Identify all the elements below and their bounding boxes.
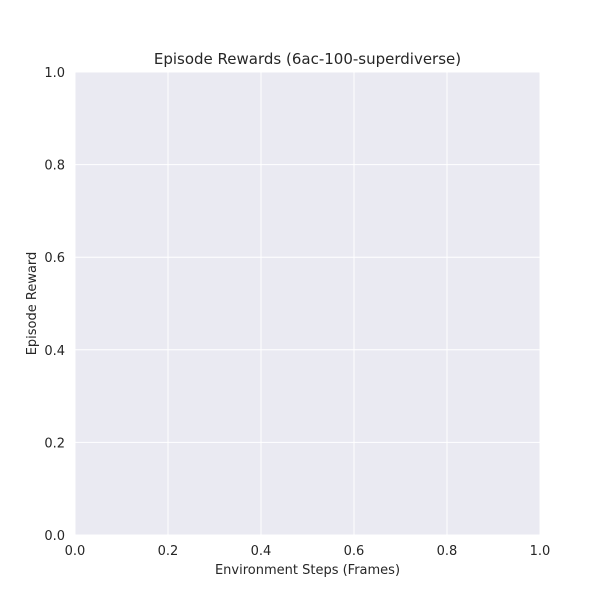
- y-tick-label: 0.4: [44, 344, 65, 359]
- x-tick-label: 0.8: [437, 544, 458, 559]
- x-tick-label: 1.0: [530, 544, 551, 559]
- plot-area: [75, 72, 540, 535]
- y-tick-labels: 0.0 0.2 0.4 0.6 0.8 1.0: [44, 66, 65, 544]
- x-tick-label: 0.0: [65, 544, 86, 559]
- y-tick-label: 0.8: [44, 159, 65, 174]
- x-tick-label: 0.6: [344, 544, 365, 559]
- x-tick-label: 0.4: [251, 544, 272, 559]
- y-tick-label: 0.0: [44, 529, 65, 544]
- chart-title: Episode Rewards (6ac-100-superdiverse): [154, 50, 461, 68]
- x-tick-label: 0.2: [158, 544, 179, 559]
- y-tick-label: 0.6: [44, 251, 65, 266]
- y-tick-label: 1.0: [44, 66, 65, 81]
- x-tick-labels: 0.0 0.2 0.4 0.6 0.8 1.0: [65, 544, 551, 559]
- y-axis-label: Episode Reward: [25, 252, 40, 356]
- y-tick-label: 0.2: [44, 436, 65, 451]
- grid-lines: [74, 71, 541, 536]
- x-axis-label: Environment Steps (Frames): [215, 563, 400, 578]
